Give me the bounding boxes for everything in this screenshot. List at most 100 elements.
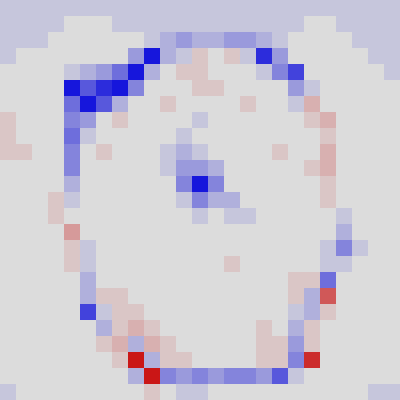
heat-cell bbox=[208, 96, 225, 113]
heat-cell bbox=[288, 304, 305, 321]
heat-cell bbox=[160, 320, 177, 337]
heat-cell bbox=[368, 64, 385, 81]
heat-cell bbox=[128, 256, 145, 273]
heat-cell bbox=[64, 336, 81, 353]
heat-cell bbox=[320, 112, 337, 129]
heat-cell bbox=[32, 320, 49, 337]
heat-cell bbox=[368, 272, 385, 289]
heat-cell bbox=[64, 384, 81, 400]
heat-cell bbox=[320, 192, 337, 209]
heat-cell bbox=[16, 96, 33, 113]
heat-cell bbox=[80, 176, 97, 193]
heat-cell bbox=[112, 128, 129, 145]
heat-cell bbox=[96, 128, 113, 145]
heat-cell bbox=[80, 80, 97, 97]
heat-cell bbox=[320, 48, 337, 65]
heat-cell bbox=[240, 240, 257, 257]
heat-cell bbox=[144, 0, 161, 17]
heat-cell bbox=[368, 352, 385, 369]
heat-cell bbox=[128, 320, 145, 337]
heat-cell bbox=[16, 176, 33, 193]
heat-cell bbox=[176, 176, 193, 193]
heat-cell bbox=[320, 144, 337, 161]
heat-cell bbox=[288, 80, 305, 97]
heat-cell bbox=[0, 96, 17, 113]
heat-cell bbox=[96, 64, 113, 81]
heat-cell bbox=[384, 48, 400, 65]
heat-cell bbox=[304, 240, 321, 257]
heat-cell bbox=[208, 176, 225, 193]
heat-cell bbox=[192, 256, 209, 273]
heat-cell bbox=[336, 240, 353, 257]
heat-cell bbox=[208, 224, 225, 241]
heat-cell bbox=[272, 272, 289, 289]
heat-cell bbox=[272, 320, 289, 337]
heat-cell bbox=[48, 16, 65, 33]
heat-cell bbox=[0, 352, 17, 369]
heat-cell bbox=[368, 320, 385, 337]
heat-cell bbox=[208, 160, 225, 177]
heat-cell bbox=[144, 160, 161, 177]
heat-cell bbox=[176, 288, 193, 305]
heat-cell bbox=[112, 288, 129, 305]
heat-cell bbox=[272, 144, 289, 161]
heat-cell bbox=[80, 256, 97, 273]
heat-cell bbox=[160, 192, 177, 209]
heat-cell bbox=[368, 48, 385, 65]
heat-cell bbox=[224, 80, 241, 97]
heat-cell bbox=[192, 224, 209, 241]
heat-cell bbox=[0, 112, 17, 129]
heat-cell bbox=[144, 48, 161, 65]
heat-cell bbox=[384, 384, 400, 400]
heat-cell bbox=[384, 240, 400, 257]
heat-cell bbox=[256, 320, 273, 337]
heat-cell bbox=[384, 368, 400, 385]
heat-cell bbox=[16, 304, 33, 321]
heat-cell bbox=[336, 304, 353, 321]
heat-cell bbox=[176, 208, 193, 225]
heat-cell bbox=[112, 64, 129, 81]
heat-cell bbox=[368, 112, 385, 129]
heat-cell bbox=[368, 176, 385, 193]
heat-cell bbox=[352, 0, 369, 17]
heat-cell bbox=[176, 96, 193, 113]
heat-cell bbox=[96, 224, 113, 241]
heat-cell bbox=[176, 384, 193, 400]
heat-cell bbox=[320, 176, 337, 193]
heat-cell bbox=[320, 80, 337, 97]
heat-cell bbox=[336, 176, 353, 193]
heat-cell bbox=[96, 352, 113, 369]
heat-cell bbox=[192, 336, 209, 353]
heat-cell bbox=[304, 48, 321, 65]
heat-cell bbox=[384, 336, 400, 353]
heat-cell bbox=[288, 256, 305, 273]
heat-cell bbox=[192, 80, 209, 97]
heat-cell bbox=[160, 80, 177, 97]
heat-cell bbox=[32, 64, 49, 81]
heat-cell bbox=[192, 96, 209, 113]
heat-cell bbox=[224, 288, 241, 305]
heat-cell bbox=[336, 224, 353, 241]
heat-cell bbox=[128, 176, 145, 193]
heat-cell bbox=[352, 288, 369, 305]
heat-cell bbox=[128, 224, 145, 241]
heat-cell bbox=[128, 368, 145, 385]
heat-cell bbox=[16, 80, 33, 97]
heat-cell bbox=[80, 32, 97, 49]
heat-cell bbox=[176, 160, 193, 177]
heat-cell bbox=[256, 96, 273, 113]
heat-cell bbox=[192, 288, 209, 305]
heat-cell bbox=[64, 48, 81, 65]
heat-cell bbox=[160, 128, 177, 145]
heat-cell bbox=[48, 192, 65, 209]
heat-cell bbox=[176, 192, 193, 209]
heat-cell bbox=[192, 176, 209, 193]
heat-cell bbox=[176, 128, 193, 145]
heat-cell bbox=[64, 80, 81, 97]
heat-cell bbox=[160, 336, 177, 353]
heat-cell bbox=[320, 336, 337, 353]
heat-cell bbox=[192, 64, 209, 81]
heat-cell bbox=[176, 16, 193, 33]
heat-cell bbox=[112, 192, 129, 209]
heat-cell bbox=[368, 384, 385, 400]
